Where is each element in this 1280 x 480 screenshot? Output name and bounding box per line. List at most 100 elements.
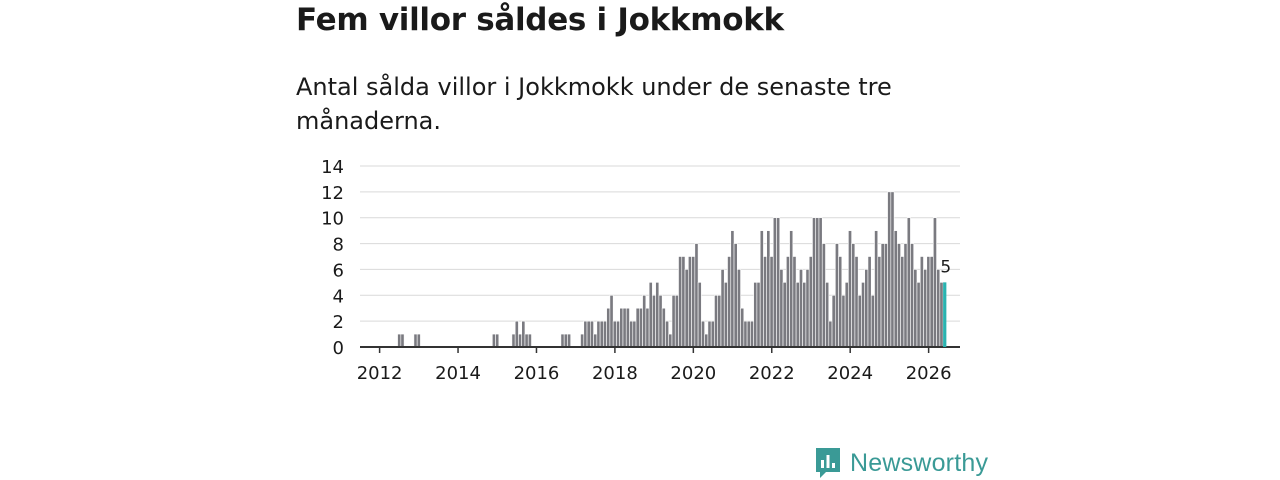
x-tick-label: 2016 xyxy=(514,363,560,384)
bar xyxy=(759,230,764,348)
bar xyxy=(580,333,585,348)
bar xyxy=(697,282,702,348)
bar xyxy=(769,256,774,348)
y-tick-label: 14 xyxy=(321,157,344,178)
bar xyxy=(629,320,634,348)
bar xyxy=(874,230,879,348)
bar xyxy=(661,307,666,348)
bar xyxy=(514,320,519,348)
bar xyxy=(851,243,856,348)
bar xyxy=(887,191,892,348)
bar xyxy=(400,333,405,348)
x-tick-label: 2014 xyxy=(435,363,481,384)
bar xyxy=(599,320,604,348)
y-tick-label: 2 xyxy=(333,312,344,333)
bar xyxy=(625,307,630,348)
bar xyxy=(684,269,689,348)
newsworthy-logo: Newsworthy xyxy=(814,446,988,480)
bar xyxy=(799,269,803,348)
bar xyxy=(913,269,918,348)
bar xyxy=(929,256,934,348)
bar xyxy=(906,217,911,348)
bar xyxy=(740,307,745,348)
x-tick-label: 2020 xyxy=(670,363,716,384)
bar xyxy=(792,256,797,348)
bar xyxy=(720,269,725,348)
x-tick-label: 2022 xyxy=(749,363,795,384)
bar xyxy=(511,333,516,348)
bar xyxy=(616,320,621,348)
bar xyxy=(936,269,941,348)
bar xyxy=(524,333,529,348)
bar xyxy=(939,282,944,348)
bar xyxy=(835,243,839,348)
bar xyxy=(701,320,705,348)
bar xyxy=(563,333,568,348)
bar xyxy=(933,217,937,348)
highlighted-bar-label: 5 xyxy=(940,257,951,277)
bar xyxy=(560,333,565,348)
bar xyxy=(789,230,794,348)
bar xyxy=(609,294,614,348)
bar xyxy=(710,320,715,348)
bar xyxy=(723,282,728,348)
bar xyxy=(916,282,921,348)
bar xyxy=(717,294,722,348)
bar xyxy=(635,307,640,348)
bar xyxy=(746,320,751,348)
bar xyxy=(919,256,924,348)
y-tick-label: 6 xyxy=(333,260,344,281)
bar xyxy=(688,256,692,348)
highlighted-bar xyxy=(943,282,947,347)
y-tick-label: 12 xyxy=(321,183,344,204)
bar xyxy=(645,307,650,348)
bar xyxy=(397,333,402,348)
bar xyxy=(612,320,617,348)
bar xyxy=(495,333,500,348)
bar xyxy=(812,217,817,348)
y-tick-label: 8 xyxy=(333,235,344,256)
bar xyxy=(795,282,800,348)
bar xyxy=(642,294,647,348)
bar xyxy=(704,333,709,348)
bar xyxy=(910,243,915,348)
bar xyxy=(753,282,758,348)
bar xyxy=(903,243,908,348)
bar xyxy=(893,230,898,348)
x-tick-label: 2018 xyxy=(592,363,638,384)
bar xyxy=(658,294,663,348)
y-tick-label: 10 xyxy=(321,209,344,230)
bar-chart-chat-icon xyxy=(816,448,840,478)
bar xyxy=(786,256,790,348)
bar xyxy=(668,333,673,348)
bar xyxy=(815,217,820,348)
bar xyxy=(861,282,866,348)
bar xyxy=(776,217,781,348)
bar xyxy=(733,243,738,348)
bar xyxy=(870,294,875,348)
bar xyxy=(838,256,843,348)
bar xyxy=(593,333,598,348)
x-axis-ticks: 2012 2014 2016 2018 2020 2022 2024 2026 xyxy=(357,347,952,384)
bar xyxy=(639,307,643,348)
bar xyxy=(518,333,523,348)
x-tick-label: 2026 xyxy=(906,363,952,384)
bar xyxy=(665,320,670,348)
bar xyxy=(779,269,784,348)
bar xyxy=(890,191,895,348)
bar xyxy=(828,320,833,348)
bar xyxy=(632,320,637,348)
bar xyxy=(603,320,607,348)
bar xyxy=(750,320,754,348)
bar xyxy=(586,320,591,348)
bar xyxy=(900,256,905,348)
bar xyxy=(880,243,885,348)
bar xyxy=(831,294,836,348)
bar xyxy=(648,282,653,348)
bar xyxy=(782,282,787,348)
bar xyxy=(808,256,813,348)
bar xyxy=(596,320,601,348)
bar xyxy=(897,243,901,348)
bar xyxy=(802,282,807,348)
bar xyxy=(678,256,683,348)
